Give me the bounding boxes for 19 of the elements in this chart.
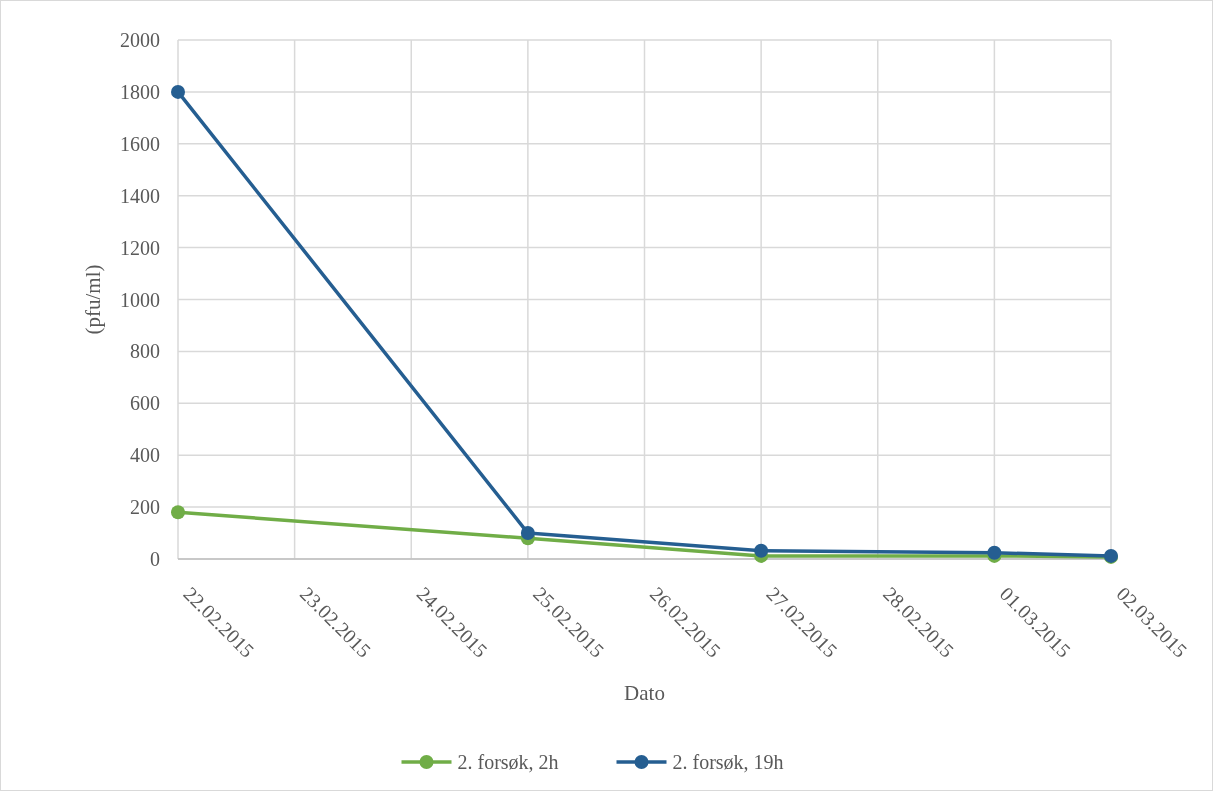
point <box>171 505 185 520</box>
y-tick-label: 1800 <box>120 80 160 103</box>
y-tick-label: 400 <box>130 444 160 467</box>
point <box>520 526 535 541</box>
y-tick-label: 800 <box>130 340 160 363</box>
y-tick-label: 1200 <box>120 236 160 259</box>
y-axis-title: (pfu/ml) <box>81 264 105 335</box>
y-tick-label: 1400 <box>120 184 160 207</box>
y-tick-label: 200 <box>130 496 160 519</box>
y-tick-label: 1600 <box>120 132 160 155</box>
x-axis-title: Dato <box>624 681 665 705</box>
y-tick-label: 0 <box>150 548 160 570</box>
point <box>754 543 769 558</box>
y-tick-label: 2000 <box>120 29 160 51</box>
legend-label: 2. forsøk, 2h <box>457 751 559 773</box>
y-tick-label: 600 <box>130 392 160 415</box>
y-tick-label: 1000 <box>120 288 160 311</box>
point <box>171 84 185 99</box>
legend-label: 2. forsøk, 19h <box>672 751 784 773</box>
